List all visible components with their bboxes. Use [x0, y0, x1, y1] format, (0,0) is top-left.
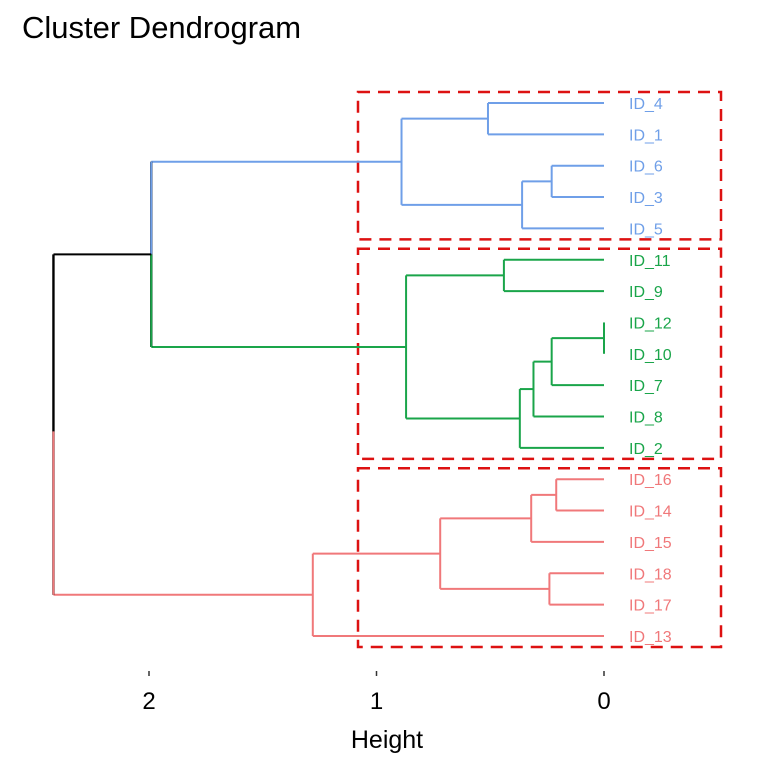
leaf-label-id-10: ID_10 — [629, 347, 672, 364]
merge-m3 — [555, 478, 604, 512]
x-axis-title: Height — [351, 726, 423, 754]
merge-m9 — [518, 388, 604, 449]
cluster-rect-2 — [356, 247, 723, 461]
leaf-label-id-14: ID_14 — [629, 504, 672, 521]
leaf-label-id-2: ID_2 — [629, 441, 663, 458]
leaf-label-id-4: ID_4 — [629, 96, 663, 113]
leaf-label-id-13: ID_13 — [629, 629, 672, 646]
merge-m13 — [405, 274, 520, 420]
merge-m2 — [550, 164, 604, 199]
x-tick-label: 1 — [370, 688, 383, 715]
x-tick-label: 0 — [597, 688, 610, 715]
leaf-label-id-3: ID_3 — [629, 190, 663, 207]
cluster-rects — [356, 90, 723, 649]
leaf-label-id-7: ID_7 — [629, 378, 663, 395]
merge-m6 — [532, 360, 604, 418]
leaf-label-id-16: ID_16 — [629, 472, 672, 489]
leaf-label-id-5: ID_5 — [629, 221, 663, 238]
leaf-label-id-1: ID_1 — [629, 127, 663, 144]
merge-m11 — [486, 102, 604, 136]
leaf-label-id-9: ID_9 — [629, 284, 663, 301]
cluster-rect-1 — [356, 90, 723, 241]
merge-m10 — [502, 258, 604, 293]
merge-m14 — [400, 117, 523, 206]
merge-m17 — [52, 253, 313, 596]
leaf-label-id-11: ID_11 — [629, 253, 671, 270]
leaf-label-id-17: ID_17 — [629, 598, 672, 615]
merge-m4 — [548, 572, 604, 606]
leaf-label-id-15: ID_15 — [629, 535, 672, 552]
merge-m7 — [530, 493, 604, 543]
leaf-label-id-6: ID_6 — [629, 159, 663, 176]
leaf-label-id-8: ID_8 — [629, 410, 663, 427]
merge-m15 — [311, 552, 604, 637]
x-axis: 2 1 0 — [142, 671, 611, 715]
cluster-rect-3 — [356, 466, 723, 649]
merge-m16 — [150, 160, 407, 348]
x-tick-label: 2 — [142, 688, 155, 715]
dendrogram-branches — [52, 102, 605, 637]
merge-m8 — [521, 180, 604, 230]
leaf-labels: ID_4 ID_1 ID_6 ID_3 ID_5 ID_11 ID_9 ID_12 ID_10 I… — [629, 96, 672, 646]
merge-m12 — [439, 517, 550, 590]
leaf-label-id-12: ID_12 — [629, 315, 672, 332]
merge-m5 — [550, 337, 604, 387]
leaf-label-id-18: ID_18 — [629, 566, 672, 583]
chart-title: Cluster Dendrogram — [22, 10, 302, 45]
